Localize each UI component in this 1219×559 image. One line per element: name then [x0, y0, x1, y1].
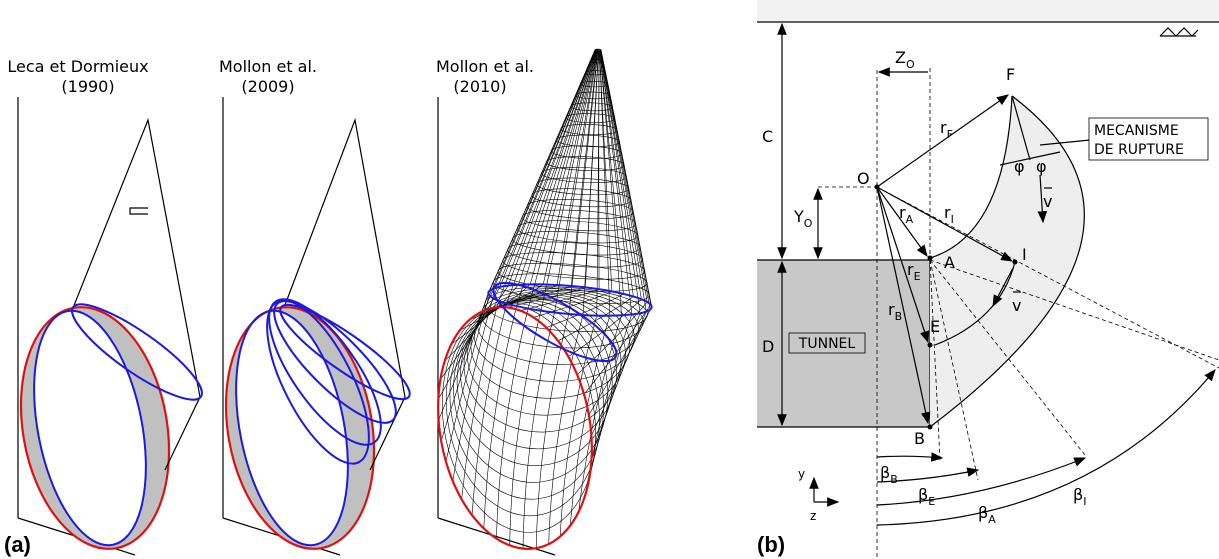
- radius-label: rI: [944, 203, 954, 226]
- sketch-year: (1990): [61, 77, 114, 96]
- mechanism-label: DE RUPTURE: [1094, 142, 1184, 158]
- angle-label: βB: [880, 463, 898, 486]
- point-label: I: [1022, 245, 1027, 264]
- panel-b: F O A I E B C D ZO YO rF rA rI rE rB βB …: [757, 0, 1219, 559]
- dimension-label: D: [762, 337, 774, 356]
- mechanism-label: MECANISME: [1094, 123, 1179, 139]
- panel-label: (a): [4, 532, 31, 557]
- distance-label: ZO: [895, 48, 915, 71]
- wireframe: [526, 197, 633, 221]
- angle-label: βI: [1073, 485, 1086, 508]
- panel-a: Leca et Dormieux (1990) Mollon et al. (2…: [3, 49, 653, 559]
- sketch-author: Leca et Dormieux: [7, 57, 148, 76]
- panel-label: (b): [757, 532, 785, 557]
- sketch-1: [3, 97, 212, 559]
- tunnel-label: TUNNEL: [798, 336, 856, 352]
- sketch-year: (2010): [453, 77, 506, 96]
- sketch-2: [208, 97, 419, 559]
- ground-symbol: [1160, 28, 1198, 36]
- velocity-label: v: [1012, 296, 1021, 315]
- wireframe: [438, 50, 595, 399]
- sketch-year: (2009): [241, 77, 294, 96]
- sketch-author: Mollon et al.: [436, 57, 534, 76]
- dimension-label: C: [762, 127, 773, 146]
- figure: Leca et Dormieux (1990) Mollon et al. (2…: [0, 0, 1219, 559]
- distance-label: YO: [793, 207, 813, 230]
- angle-label: βA: [978, 503, 996, 526]
- angle-label: βE: [918, 485, 935, 508]
- point-label: B: [914, 429, 925, 448]
- point-label: E: [930, 317, 940, 336]
- wireframe: [522, 207, 637, 233]
- radius-label: rF: [940, 118, 953, 141]
- point-label: F: [1006, 65, 1015, 84]
- friction-angle: φ: [1036, 157, 1047, 176]
- wireframe: [497, 259, 648, 296]
- axis-label: z: [810, 509, 816, 523]
- friction-angle: φ: [1014, 157, 1025, 176]
- wireframe: [507, 238, 644, 271]
- sketch-3: [420, 49, 653, 559]
- axis-label: y: [798, 467, 805, 481]
- velocity-label: v: [1043, 192, 1052, 211]
- sketch-author: Mollon et al.: [219, 57, 317, 76]
- point-label: A: [944, 253, 955, 272]
- point-label: O: [857, 169, 870, 188]
